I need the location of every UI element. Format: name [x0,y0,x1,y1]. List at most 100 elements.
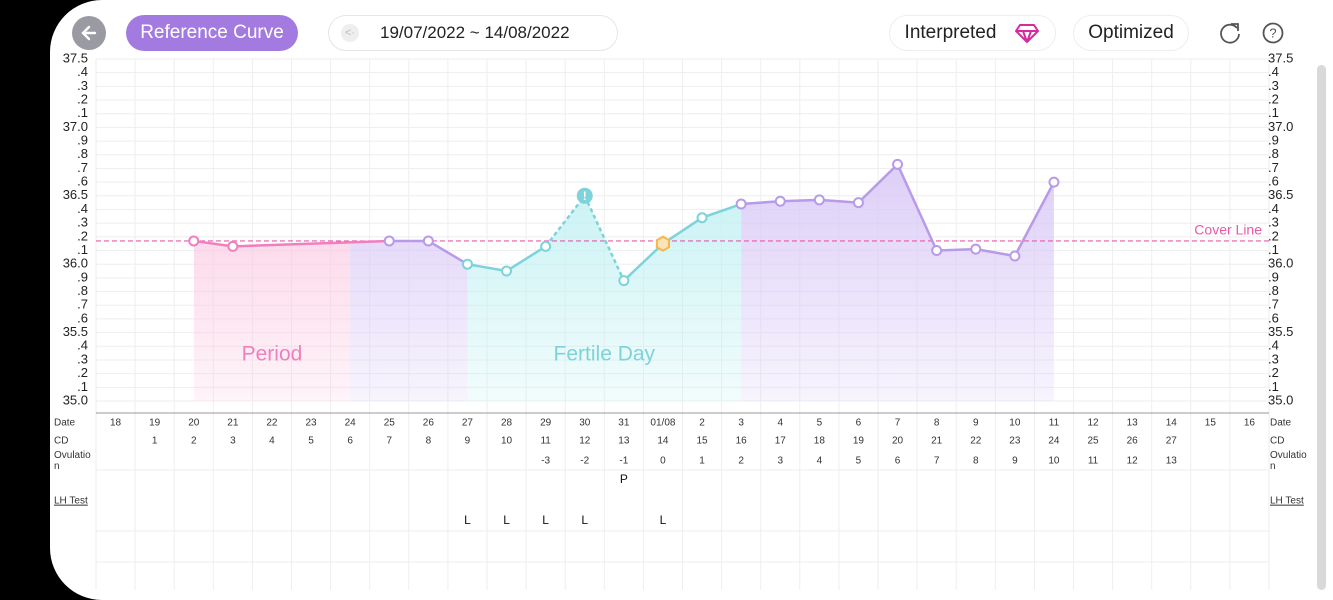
date-label: 4 [777,418,783,429]
line-segment [896,163,938,252]
back-button[interactable] [72,16,106,50]
point [970,243,982,255]
ovulation-label: 9 [1012,456,1018,467]
point [892,158,904,170]
y-tick-label: .4 [77,64,88,79]
date-label: 25 [384,418,396,429]
y-tick-label-right: .6 [1268,174,1279,189]
chart: 35.0 35.0.1.1.2.2.3.3.4.435.5 35.5.6.6.7.7… [54,50,1307,590]
date-range[interactable]: <· 19/07/2022 ~ 14/08/2022 [328,15,618,51]
y-tick-label-right: .4 [1268,64,1279,79]
optimized-button[interactable]: Optimized [1073,15,1189,51]
lh-lower: L [464,513,471,527]
phase-area [193,240,351,401]
line-segment [975,247,1016,258]
ovulation-point [655,235,671,252]
date-label: 29 [540,418,552,429]
y-tick-label: 36.5 [63,187,88,202]
cd-label: 19 [853,436,865,447]
y-tick-label-right: .6 [1268,310,1279,325]
cd-label: 16 [736,436,748,447]
cd-label: 3 [230,436,236,447]
y-tick-label-right: .9 [1268,269,1279,284]
y-tick-label: .2 [77,365,88,380]
cd-label: 8 [426,436,432,447]
back-icon [81,25,97,41]
cd-label: 27 [1166,436,1178,447]
y-tick-label-right: 36.5 [1268,187,1293,202]
y-tick-label-right: .2 [1268,91,1279,106]
y-tick-label-right: 37.0 [1268,119,1293,134]
y-tick-label: .4 [77,338,88,353]
row-label: Ovulatio n [1270,450,1307,472]
interpreted-button[interactable]: Interpreted [889,15,1056,51]
reference-curve-button[interactable]: Reference Curve [126,15,298,51]
line-segment [193,239,234,248]
cd-label: 10 [501,436,513,447]
date-label: 12 [1087,418,1099,429]
y-tick-label-right: 35.5 [1268,324,1293,339]
phase-label: Period [242,343,303,366]
cd-label: 25 [1087,436,1099,447]
cd-label: 12 [579,436,591,447]
date-label: 2 [699,418,705,429]
date-label: 13 [1127,418,1139,429]
date-label: 21 [227,418,239,429]
y-tick-label: .8 [77,146,88,161]
cd-label: 23 [1009,436,1021,447]
cd-label: 7 [386,436,392,447]
ovulation-label: -2 [580,456,589,467]
date-label: 9 [973,418,979,429]
y-tick-label: .8 [77,283,88,298]
date-label: 30 [579,418,591,429]
interpreted-text: Interpreted [904,22,997,43]
y-tick-label: .3 [77,215,88,230]
ovulation-label: -3 [541,456,550,467]
y-tick-label-right: 37.5 [1268,50,1293,65]
app-screen: 35.0 35.0.1.1.2.2.3.3.4.4 35.5 35.5.6.6.7.7… [50,0,1333,600]
ovulation-label: 12 [1127,456,1139,467]
ovulation-label: 10 [1048,456,1060,467]
lh-lower: L [660,513,667,527]
y-tick-label-right: .4 [1268,338,1279,353]
point [774,195,786,207]
y-tick-label: .9 [77,133,88,148]
cd-label: 1 [152,436,158,447]
phase-label: Fertile Day [554,343,656,366]
date-label: 6 [856,418,862,429]
y-tick-label: .4 [77,201,88,216]
share-icon[interactable] [1217,20,1243,46]
y-tick-label-right: .9 [1268,133,1279,148]
ovulation-label: 6 [895,456,901,467]
y-tick-label: .2 [77,228,88,243]
alert-point [576,187,593,204]
ovulation-label: 1 [699,456,705,467]
date-label: 22 [266,418,278,429]
svg-text:?: ? [1269,25,1276,40]
phase-area [467,195,742,401]
cover-line-label: Cover Line [1194,222,1262,238]
point [1009,250,1021,262]
line-segment [780,198,820,203]
line-segment [741,200,781,206]
point [1048,176,1060,188]
cd-label: 5 [308,436,314,447]
lh-lower: L [542,513,549,527]
row-label: CD [54,436,68,447]
cd-label: 2 [191,436,197,447]
prev-icon[interactable]: <· [341,24,359,42]
line-segment [544,195,586,248]
y-tick-label-right: .2 [1268,365,1279,380]
ovulation-label: 4 [817,456,823,467]
line-segment [819,198,859,204]
date-label: 14 [1166,418,1178,429]
help-icon[interactable]: ? [1260,20,1286,46]
y-tick-label: .6 [77,310,88,325]
y-tick-label-right: 35.0 [1268,392,1293,407]
line-segment [232,239,390,248]
ovulation-label: 8 [973,456,979,467]
y-tick-label: .1 [77,379,88,394]
y-tick-label-right: .7 [1268,160,1279,175]
y-tick-label-right: .7 [1268,297,1279,312]
date-label: 3 [738,418,744,429]
